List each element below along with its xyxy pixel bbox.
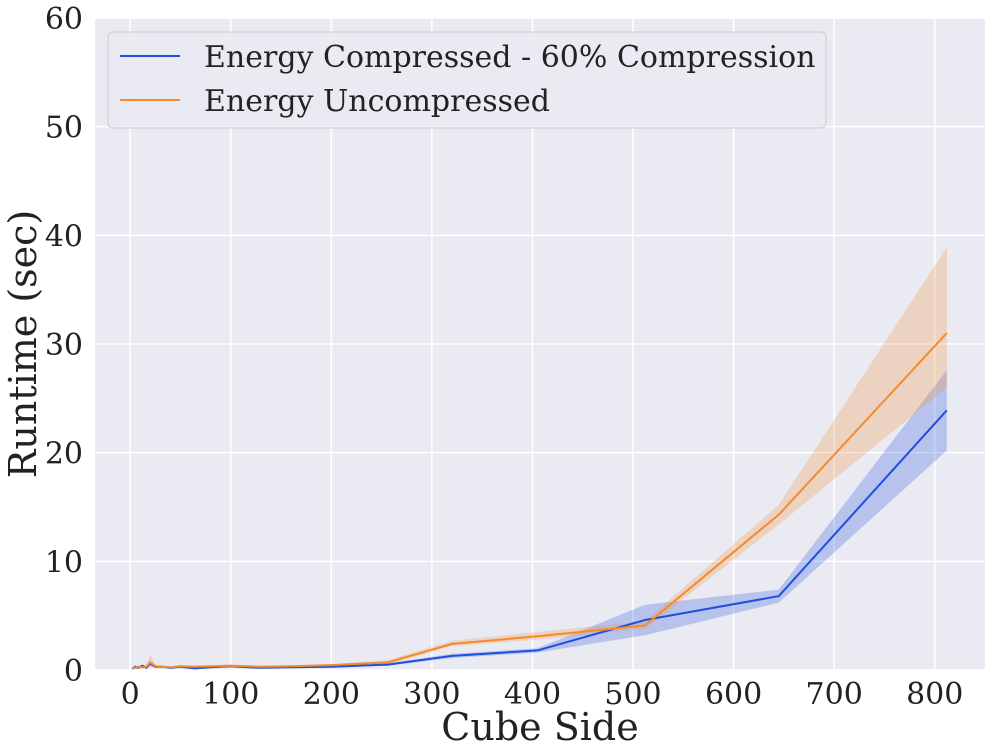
y-tick-labels: 0 10 20 30 40 50 60	[45, 2, 83, 689]
x-tick-label: 500	[604, 677, 661, 712]
y-tick-label: 20	[45, 437, 83, 472]
x-tick-label: 600	[705, 677, 762, 712]
x-tick-label: 0	[121, 677, 140, 712]
x-tick-label: 700	[806, 677, 863, 712]
y-axis-label: Runtime (sec)	[1, 210, 45, 479]
x-tick-label: 200	[303, 677, 360, 712]
confidence-bands	[132, 247, 947, 670]
x-tick-labels: 0 100 200 300 400 500 600 700 800	[121, 677, 964, 712]
legend-box	[107, 31, 827, 129]
y-tick-label: 0	[64, 654, 83, 689]
y-tick-label: 40	[45, 219, 83, 254]
y-tick-label: 30	[45, 328, 83, 363]
legend: Energy Compressed - 60% Compression Ener…	[107, 31, 827, 129]
series-lines	[131, 332, 948, 670]
y-tick-label: 10	[45, 545, 83, 580]
x-tick-label: 300	[403, 677, 460, 712]
line-uncompressed	[132, 332, 948, 670]
legend-label-compressed: Energy Compressed - 60% Compression	[204, 40, 815, 75]
legend-label-uncompressed: Energy Uncompressed	[204, 84, 550, 119]
x-tick-label: 100	[202, 677, 259, 712]
y-tick-label: 50	[45, 111, 83, 146]
x-tick-label: 400	[504, 677, 561, 712]
y-tick-label: 60	[45, 2, 83, 37]
band-compressed	[132, 370, 947, 670]
x-tick-label: 800	[906, 677, 963, 712]
x-axis-label: Cube Side	[441, 705, 638, 749]
